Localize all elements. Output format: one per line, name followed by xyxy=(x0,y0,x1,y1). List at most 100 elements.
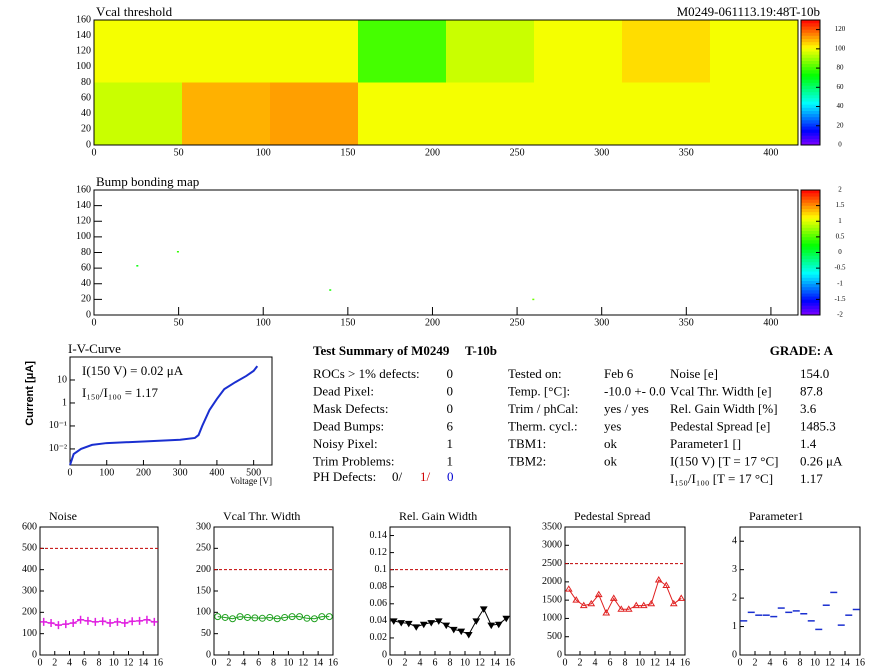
marker xyxy=(62,620,70,629)
z-tick-label: 60 xyxy=(837,83,845,91)
colorbar-step xyxy=(801,41,820,46)
marker xyxy=(419,621,428,629)
x-tick-label: 200 xyxy=(136,467,151,478)
marker xyxy=(106,619,114,627)
colorbar-step xyxy=(801,91,820,96)
marker xyxy=(47,619,55,627)
colorbar-step xyxy=(801,305,820,310)
colorbar-step xyxy=(801,230,820,235)
heat-cell xyxy=(270,82,358,145)
x-tick-label: 0 xyxy=(388,657,393,668)
grade: GRADE: A xyxy=(770,343,834,358)
colorbar-step xyxy=(801,196,820,200)
colorbar-step xyxy=(801,190,820,194)
summary-label: PH Defects: xyxy=(313,469,376,484)
heat-cell xyxy=(182,82,270,145)
y-tick-label: 0.14 xyxy=(370,530,388,541)
x-tick-label: 100 xyxy=(256,317,271,328)
marker xyxy=(487,622,496,630)
x-tick-label: 10 xyxy=(109,657,119,668)
summary-label: Dead Pixel: xyxy=(313,383,374,398)
heat-cell xyxy=(446,20,534,83)
colorbar-step xyxy=(801,286,820,291)
chart-title: Noise xyxy=(49,509,77,523)
y-tick-label: 500 xyxy=(22,543,37,554)
colorbar-step xyxy=(801,51,820,55)
y-tick-label: 3500 xyxy=(542,521,562,532)
z-tick-label: 0 xyxy=(838,141,842,149)
y-tick-label: 200 xyxy=(196,564,211,575)
colorbar-step xyxy=(801,88,820,93)
summary-label: Temp. [°C]: xyxy=(508,383,570,398)
summary-value: 1.17 xyxy=(800,471,823,486)
marker xyxy=(609,594,618,601)
y-tick-label: 10 xyxy=(57,374,67,385)
marker xyxy=(288,613,296,621)
y-tick-label: 120 xyxy=(76,46,91,57)
colorbar-step xyxy=(801,280,820,285)
marker xyxy=(91,617,99,626)
y-tick-label: 20 xyxy=(81,294,91,305)
x-tick-label: 14 xyxy=(138,657,148,668)
marker xyxy=(136,616,144,625)
summary-label: Noise [e] xyxy=(670,366,718,381)
y-tick-label: 1500 xyxy=(542,594,562,605)
iv-line xyxy=(69,365,259,466)
x-tick-label: 2 xyxy=(226,657,231,668)
y-tick-label: 0.04 xyxy=(370,615,388,626)
marker xyxy=(229,615,237,623)
chart-title: I-V-Curve xyxy=(68,341,121,356)
x-tick-label: 2 xyxy=(753,657,758,668)
summary-label: Tested on: xyxy=(508,366,562,381)
marker xyxy=(266,613,274,621)
x-tick-label: 0 xyxy=(92,147,97,158)
x-tick-label: 0 xyxy=(92,317,97,328)
x-tick-label: 2 xyxy=(52,657,57,668)
y-tick-label: 0.02 xyxy=(370,632,388,643)
x-tick-label: 12 xyxy=(475,657,485,668)
pixel xyxy=(532,298,535,301)
heat-cell xyxy=(270,20,358,83)
y-tick-label: 4 xyxy=(732,536,737,547)
y-tick-label: 2000 xyxy=(542,576,562,587)
summary-label: I₁₅₀/I₁₀₀ [T = 17 °C] xyxy=(670,471,773,486)
marker xyxy=(427,620,436,627)
series-line xyxy=(43,619,155,626)
x-tick-label: 16 xyxy=(680,657,690,668)
z-tick-label: 0 xyxy=(838,248,842,256)
series-line xyxy=(393,607,507,636)
marker xyxy=(389,618,398,625)
plot-frame xyxy=(69,356,273,466)
x-tick-label: 8 xyxy=(97,657,102,668)
colorbar-step xyxy=(801,82,820,86)
x-tick-label: 400 xyxy=(763,317,778,328)
z-tick-label: 40 xyxy=(837,102,845,110)
colorbar-step xyxy=(801,296,820,300)
colorbar-step xyxy=(801,274,820,278)
colorbar-step xyxy=(801,60,820,65)
summary-value: 0 xyxy=(447,366,454,381)
colorbar-step xyxy=(801,208,820,213)
x-tick-label: 350 xyxy=(679,147,694,158)
x-tick-label: 200 xyxy=(425,147,440,158)
colorbar-step xyxy=(801,129,820,133)
x-tick-label: 0 xyxy=(212,657,217,668)
colorbar-step xyxy=(801,277,820,281)
colorbar-step xyxy=(801,23,820,27)
heat-cell xyxy=(94,82,182,145)
colorbar-step xyxy=(801,107,820,111)
x-tick-label: 2 xyxy=(578,657,583,668)
x-tick-label: 4 xyxy=(241,657,246,668)
marker xyxy=(442,622,451,630)
marker xyxy=(40,617,48,626)
chart-subtitle: M0249-061113.19:48T-10b xyxy=(677,4,820,19)
y-tick-label: 120 xyxy=(76,216,91,227)
colorbar-step xyxy=(801,141,820,146)
colorbar-step xyxy=(801,299,820,303)
marker xyxy=(564,585,573,592)
colorbar-step xyxy=(801,132,820,136)
x-tick-label: 8 xyxy=(448,657,453,668)
y-tick-label: 0 xyxy=(732,649,737,660)
marker xyxy=(464,632,473,639)
